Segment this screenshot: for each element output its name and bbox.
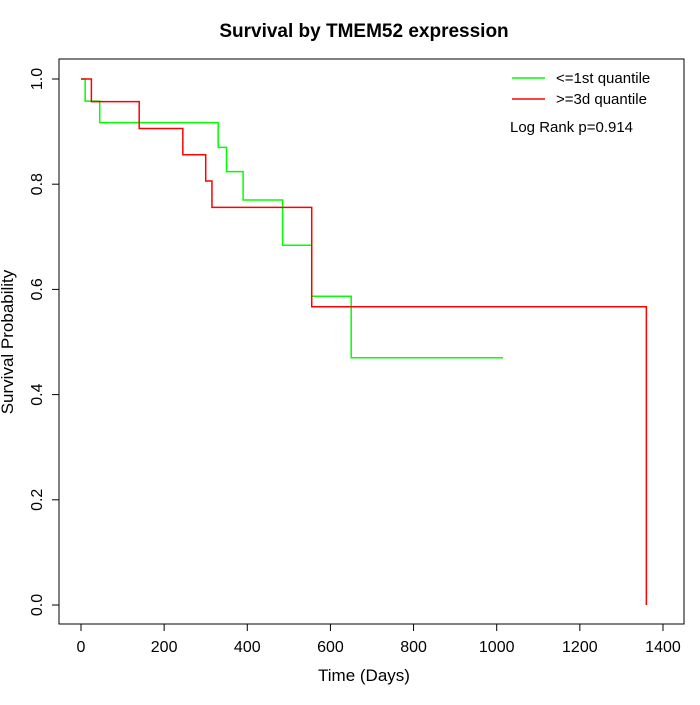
y-tick-label: 0.2 (29, 489, 46, 511)
y-tick-label: 0.0 (29, 594, 46, 616)
x-tick-label: 1000 (479, 639, 515, 656)
legend-label-2: >=3d quantile (556, 91, 647, 108)
series-line-2 (81, 78, 648, 605)
x-tick-label: 200 (151, 639, 178, 656)
logrank-annotation: Log Rank p=0.914 (510, 119, 633, 136)
y-tick-label: 1.0 (29, 68, 46, 90)
x-tick-label: 1200 (562, 639, 598, 656)
plot-frame (58, 58, 685, 625)
y-axis: 0.0 0.2 0.4 0.6 0.8 1.0 (29, 68, 60, 616)
x-tick-label: 400 (234, 639, 261, 656)
x-tick-label: 600 (317, 639, 344, 656)
x-tick-label: 0 (77, 639, 86, 656)
y-axis-label: Survival Probability (0, 269, 17, 414)
x-tick-label: 1400 (645, 639, 681, 656)
y-tick-label: 0.8 (29, 173, 46, 195)
legend: <=1st quantile >=3d quantile (512, 70, 650, 108)
legend-label-1: <=1st quantile (556, 70, 650, 87)
series-layer (81, 78, 648, 605)
chart-title: Survival by TMEM52 expression (219, 21, 508, 42)
x-axis-label: Time (Days) (318, 666, 410, 685)
y-tick-label: 0.6 (29, 278, 46, 300)
series-line-1 (81, 78, 503, 359)
y-tick-label: 0.4 (29, 383, 46, 405)
x-axis: 0 200 400 600 800 1000 1200 1400 (77, 623, 681, 656)
x-tick-label: 800 (400, 639, 427, 656)
